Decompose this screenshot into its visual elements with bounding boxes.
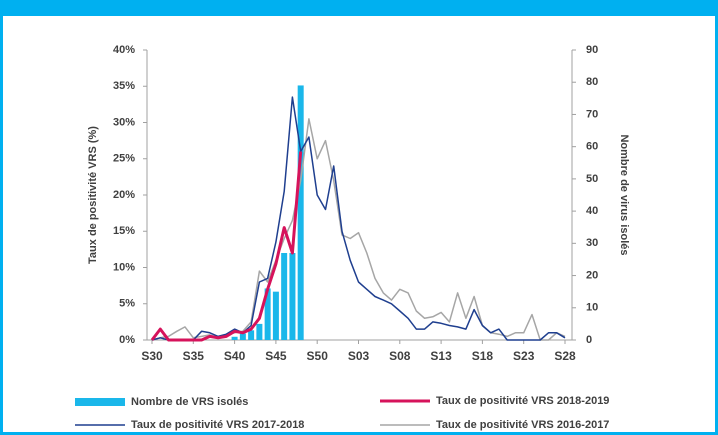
y-tick-label: 40% [113,44,135,56]
legend-label: Nombre de VRS isolés [131,396,248,408]
legend-label: Taux de positivité VRS 2018-2019 [436,395,609,407]
x-tick-label: S28 [554,349,576,363]
x-tick-label: S13 [430,349,452,363]
y2-tick-label: 20 [586,269,598,281]
x-tick-label: S08 [389,349,411,363]
y2-tick-label: 30 [586,237,598,249]
y2-axis-title: Nombre de virus isolés [618,134,630,255]
bar [264,288,271,340]
x-tick-label: S03 [348,349,370,363]
bar [239,333,246,340]
x-tick-label: S30 [141,349,163,363]
bar [281,253,288,340]
bar [231,336,238,340]
y-tick-label: 25% [113,153,135,165]
y-tick-label: 20% [113,189,135,201]
y-tick-label: 35% [113,80,135,92]
bar [248,330,255,340]
top-band [0,0,718,16]
y-tick-label: 10% [113,261,135,273]
x-tick-label: S35 [183,349,205,363]
y2-tick-label: 40 [586,205,598,217]
bar [272,291,279,340]
y2-tick-label: 90 [586,44,598,56]
y2-tick-label: 60 [586,141,598,153]
bar [256,323,263,340]
bar [297,85,304,340]
x-tick-label: S18 [472,349,494,363]
y-tick-label: 0% [119,334,135,346]
y2-tick-label: 50 [586,173,598,185]
x-tick-label: S40 [224,349,246,363]
y2-tick-label: 80 [586,76,598,88]
legend-swatch [75,398,125,406]
y2-tick-label: 10 [586,302,598,314]
legend-label: Taux de positivité VRS 2017-2018 [131,419,304,431]
y2-tick-label: 0 [586,334,592,346]
line [151,96,566,341]
legend-label: Taux de positivité VRS 2016-2017 [436,419,609,431]
line [150,151,303,342]
y-tick-label: 30% [113,116,135,128]
y2-tick-label: 70 [586,108,598,120]
y-tick-label: 5% [119,298,135,310]
x-tick-label: S50 [307,349,329,363]
x-tick-label: S23 [513,349,535,363]
x-tick-label: S45 [265,349,287,363]
bar [289,253,296,340]
y-axis-title: Taux de positivité VRS (%) [87,126,99,264]
y-tick-label: 15% [113,225,135,237]
